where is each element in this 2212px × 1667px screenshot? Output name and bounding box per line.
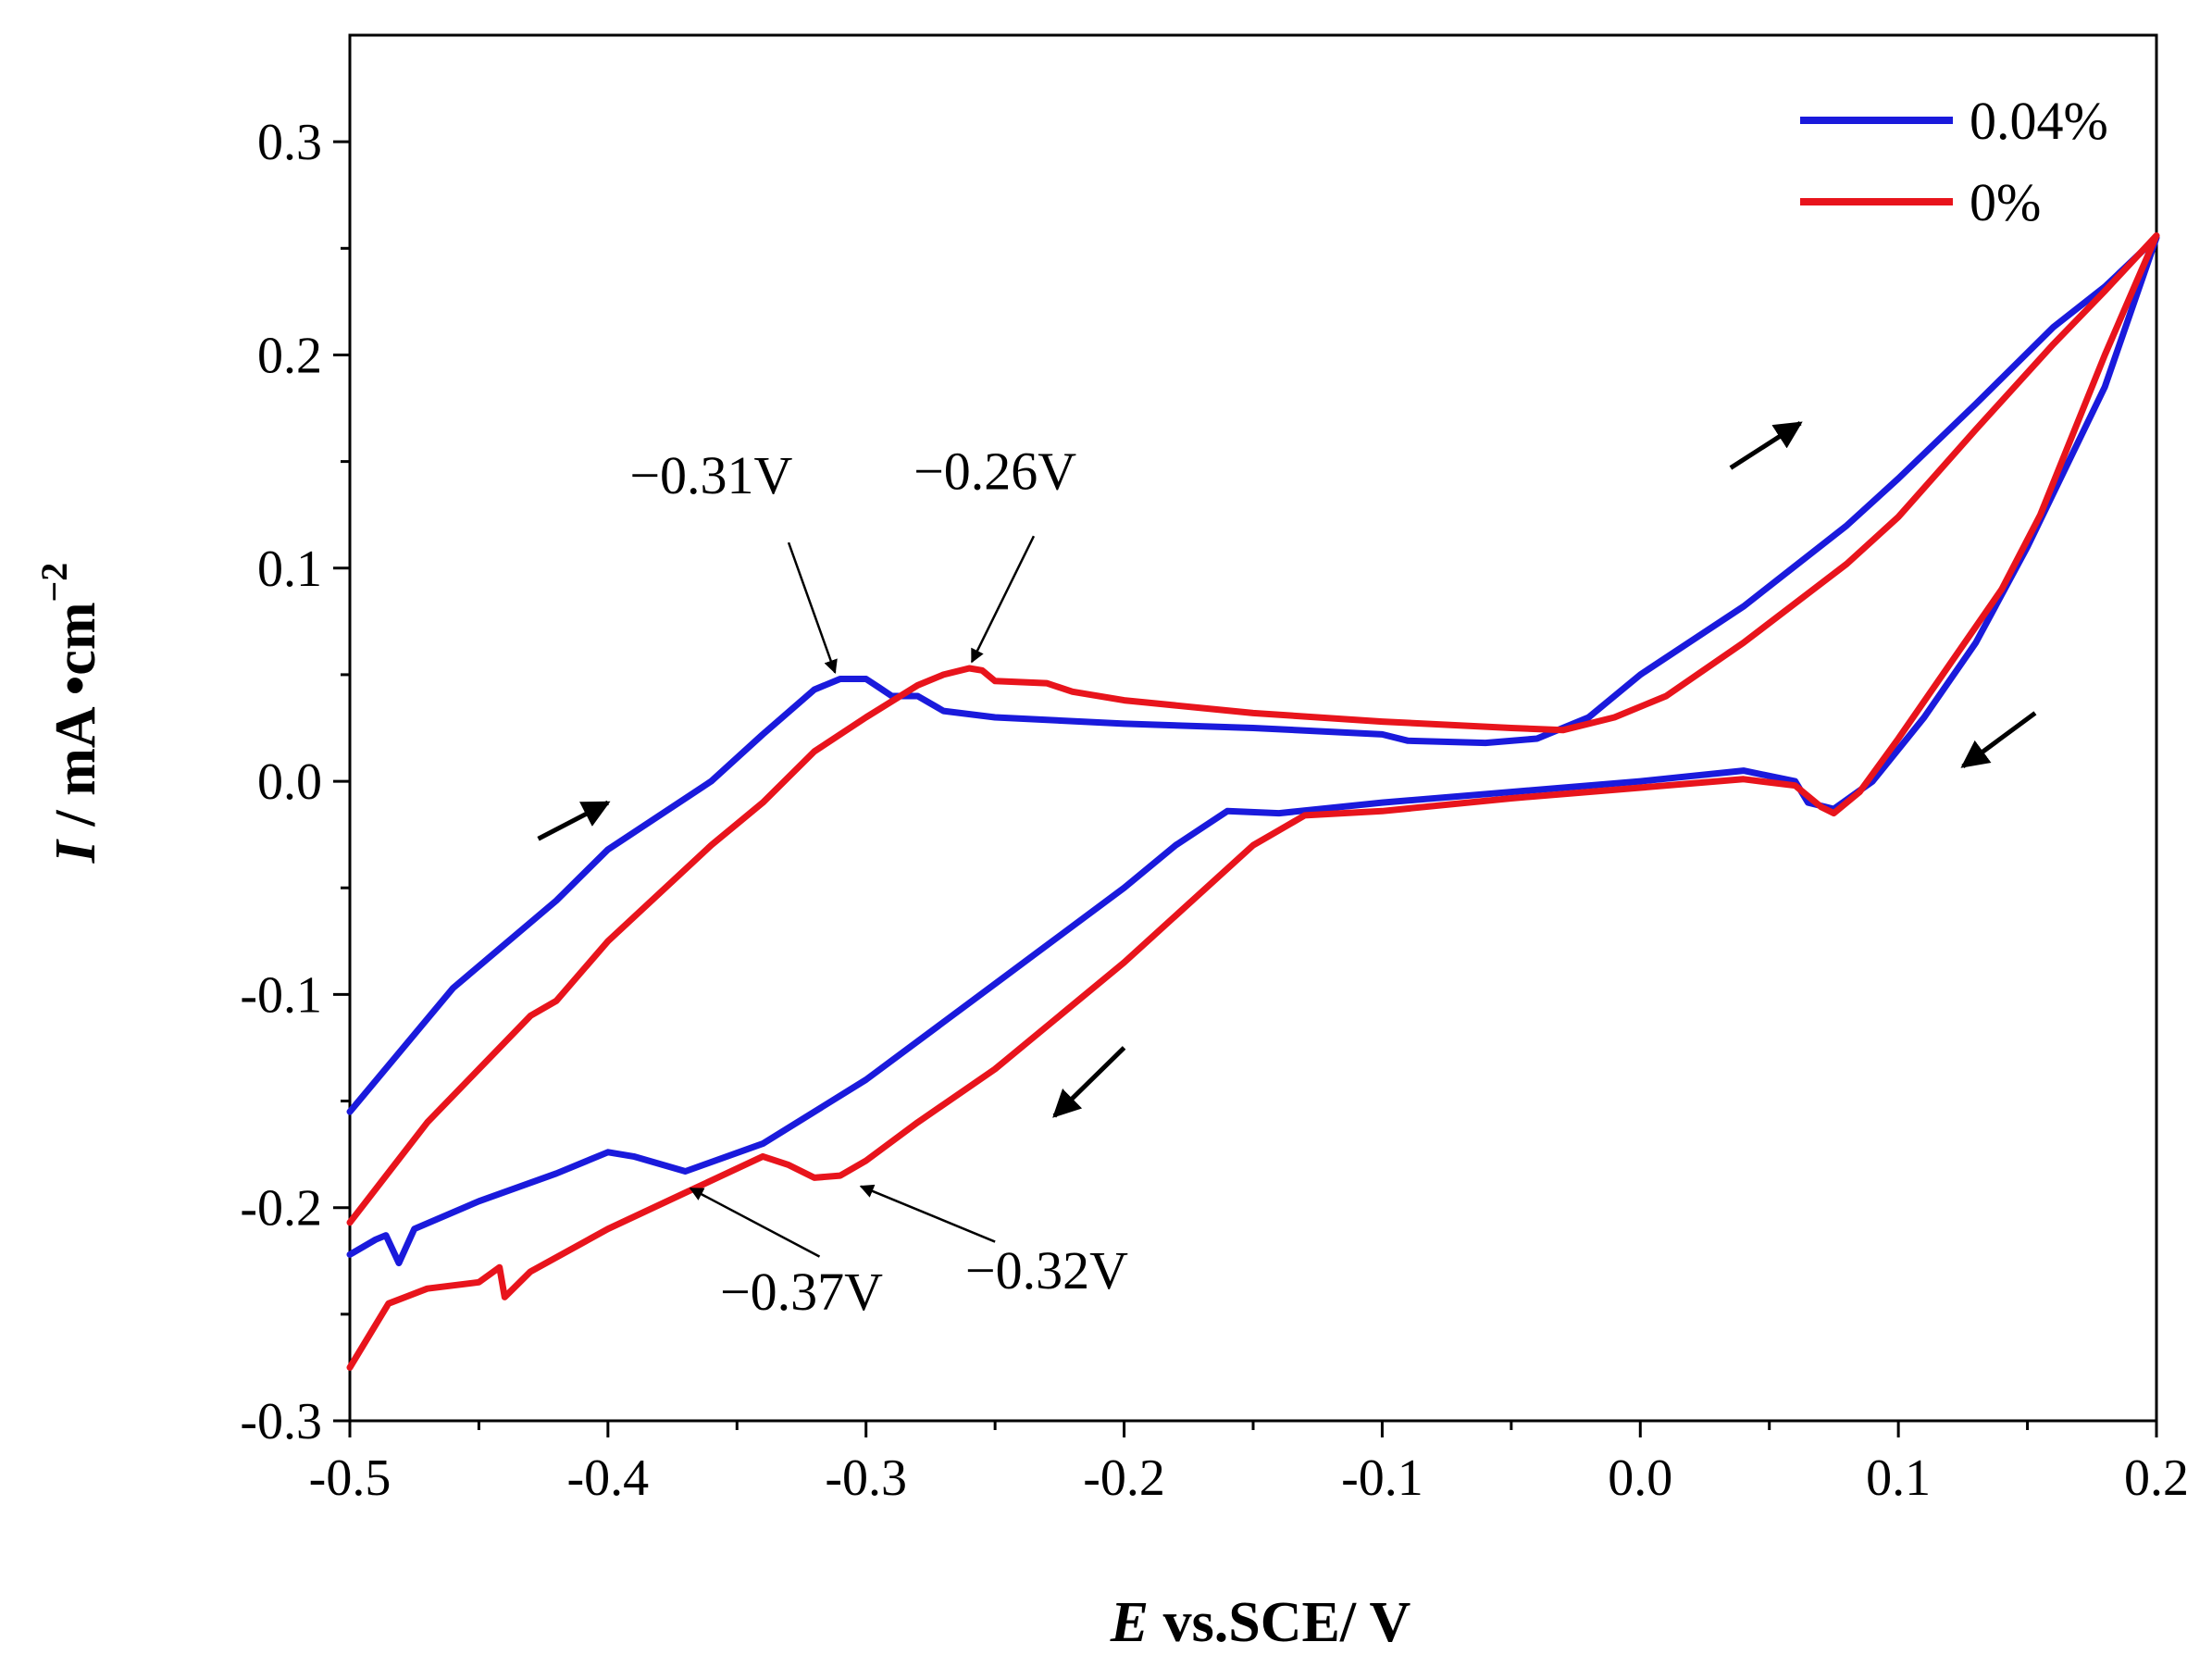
series-layer (346, 232, 2160, 1371)
y-axis-symbol: I (44, 839, 107, 864)
legend: 0.04% 0% (1800, 91, 2108, 232)
x-axis-symbol: E (1110, 1591, 1149, 1654)
y-axis-unit: / mA •cm (44, 603, 107, 841)
peak-annotation-label: −0.37V (720, 1262, 883, 1322)
y-tick-label: 0.1 (257, 541, 322, 598)
y-axis-title: I / mA •cm−2 (33, 563, 107, 865)
series-line-0 (346, 232, 2160, 1371)
legend-label: 0.04% (1970, 91, 2108, 151)
series-line-004 (346, 234, 2160, 1267)
scan-direction-arrow (537, 800, 611, 841)
scan-direction-arrow (1960, 711, 2037, 768)
y-tick-label: -0.3 (240, 1393, 322, 1450)
y-axis-exponent: −2 (33, 563, 75, 603)
x-tick-label: 0.1 (1866, 1449, 1931, 1507)
peak-annotation-label: −0.26V (913, 442, 1076, 502)
x-tick-label: -0.1 (1341, 1449, 1423, 1507)
x-tick-label: -0.5 (309, 1449, 391, 1507)
y-axis-ticks: -0.3 -0.2 -0.1 0.0 0.1 0.2 0.3 (240, 114, 350, 1450)
legend-label: 0% (1970, 172, 2041, 232)
peak-annotation-arrow (689, 1187, 821, 1258)
y-tick-label: 0.0 (257, 753, 322, 811)
x-axis-title: E vs.SCE/ V (1110, 1591, 1411, 1654)
y-tick-label: -0.2 (240, 1180, 322, 1238)
y-tick-label: 0.3 (257, 114, 322, 171)
x-axis-text: vs.SCE/ V (1149, 1591, 1410, 1654)
scan-direction-arrow (1729, 421, 1803, 470)
y-tick-label: 0.2 (257, 327, 322, 384)
peak-annotation-label: −0.32V (965, 1240, 1128, 1300)
x-tick-label: 0.2 (2124, 1449, 2189, 1507)
peak-annotation-label: −0.31V (629, 445, 792, 505)
x-tick-label: -0.4 (567, 1449, 650, 1507)
annotation-layer: −0.31V −0.26V −0.37V −0.32V (537, 421, 2037, 1322)
scan-direction-arrow (1052, 1046, 1126, 1118)
x-tick-label: -0.3 (825, 1449, 907, 1507)
peak-annotation-arrow (970, 535, 1036, 664)
peak-annotation-arrow (787, 541, 838, 675)
peak-annotation-arrow (859, 1184, 996, 1243)
x-tick-label: 0.0 (1608, 1449, 1672, 1507)
x-tick-label: -0.2 (1083, 1449, 1165, 1507)
y-tick-label: -0.1 (240, 966, 322, 1024)
x-axis-ticks: -0.5 -0.4 -0.3 -0.2 -0.1 0.0 0.1 0.2 (309, 1421, 2189, 1507)
